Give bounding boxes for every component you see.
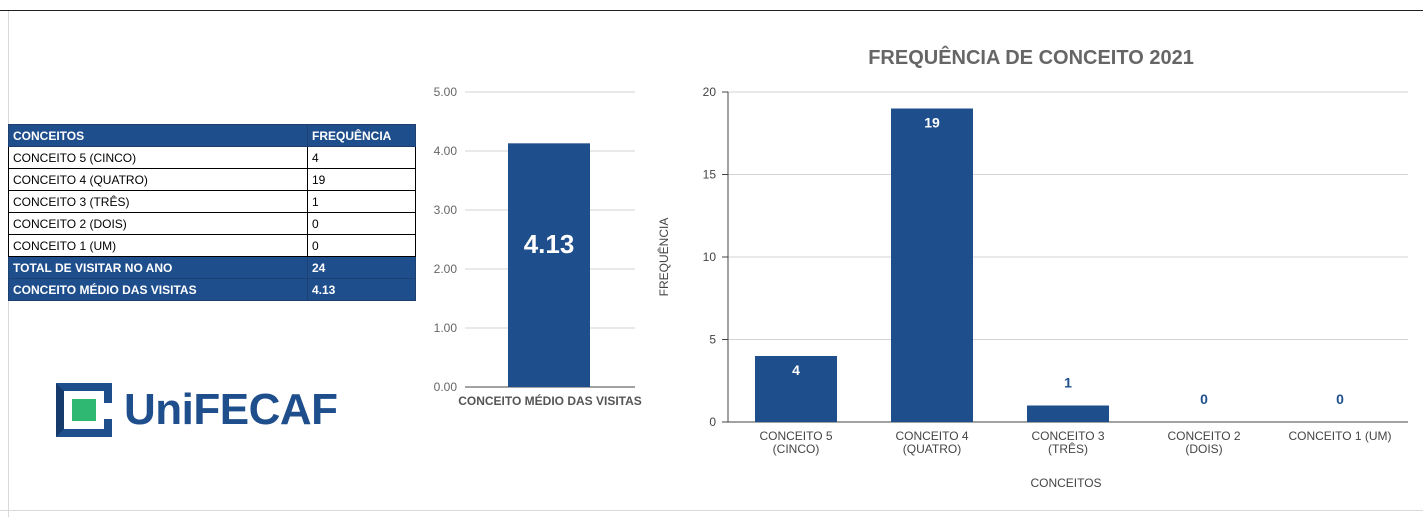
data-label: 0 <box>1200 391 1208 407</box>
y-tick-label: 3.00 <box>434 203 458 217</box>
x-tick-label: (DOIS) <box>1185 442 1222 456</box>
bar <box>755 356 837 422</box>
y-tick-label: 0 <box>709 415 716 429</box>
y-tick-label: 2.00 <box>434 262 458 276</box>
y-tick-label: 5.00 <box>434 85 458 99</box>
row-value: 4 <box>307 146 416 169</box>
header-conceitos: CONCEITOS <box>8 124 308 147</box>
table-row: CONCEITO 5 (CINCO) 4 <box>8 146 416 169</box>
total-label: TOTAL DE VISITAR NO ANO <box>8 256 308 279</box>
row-label: CONCEITO 5 (CINCO) <box>8 146 308 169</box>
y-axis-title: FREQUÊNCIA <box>656 218 671 297</box>
x-tick-label: (TRÊS) <box>1048 441 1088 456</box>
x-tick-label: CONCEITO MÉDIO DAS VISITAS <box>458 393 642 408</box>
y-tick-label: 1.00 <box>434 321 458 335</box>
data-label: 4 <box>792 362 800 378</box>
x-tick-label: CONCEITO 1 (UM) <box>1288 429 1391 443</box>
y-tick-label: 5 <box>709 333 716 347</box>
logo-text: UniFECAF <box>124 385 338 434</box>
average-row: CONCEITO MÉDIO DAS VISITAS 4.13 <box>8 278 416 301</box>
row-value: 0 <box>307 212 416 235</box>
y-tick-label: 15 <box>703 168 717 182</box>
table-row: CONCEITO 1 (UM) 0 <box>8 234 416 257</box>
bar <box>1027 405 1109 422</box>
y-tick-label: 4.00 <box>434 144 458 158</box>
data-label: 1 <box>1064 375 1072 391</box>
top-border <box>0 10 1423 11</box>
row-label: CONCEITO 1 (UM) <box>8 234 308 257</box>
unifecaf-logo: UniFECAF <box>54 378 338 442</box>
table-row: CONCEITO 3 (TRÊS) 1 <box>8 190 416 213</box>
x-tick-label: CONCEITO 3 <box>1031 429 1104 443</box>
table-row: CONCEITO 2 (DOIS) 0 <box>8 212 416 235</box>
logo-icon <box>56 383 112 437</box>
row-value: 19 <box>307 168 416 191</box>
row-value: 0 <box>307 234 416 257</box>
x-tick-label: CONCEITO 4 <box>895 429 968 443</box>
frequency-chart: FREQUÊNCIA DE CONCEITO 2021051015204CONC… <box>656 45 1408 490</box>
x-tick-label: CONCEITO 2 <box>1167 429 1240 443</box>
data-label: 19 <box>924 115 940 131</box>
total-row: TOTAL DE VISITAR NO ANO 24 <box>8 256 416 279</box>
total-value: 24 <box>307 256 416 279</box>
average-label: CONCEITO MÉDIO DAS VISITAS <box>8 278 308 301</box>
summary-table: CONCEITOS FREQUÊNCIA CONCEITO 5 (CINCO) … <box>8 124 416 301</box>
sheet-gridline <box>0 510 1423 511</box>
chart-title: FREQUÊNCIA DE CONCEITO 2021 <box>868 45 1194 69</box>
y-tick-label: 0.00 <box>434 380 458 394</box>
data-label: 0 <box>1336 391 1344 407</box>
average-value: 4.13 <box>307 278 416 301</box>
x-tick-label: (QUATRO) <box>903 442 961 456</box>
row-label: CONCEITO 2 (DOIS) <box>8 212 308 235</box>
header-frequencia: FREQUÊNCIA <box>307 124 416 147</box>
bar <box>891 108 973 422</box>
y-tick-label: 10 <box>703 250 717 264</box>
y-tick-label: 20 <box>703 85 717 99</box>
row-label: CONCEITO 4 (QUATRO) <box>8 168 308 191</box>
table-header-row: CONCEITOS FREQUÊNCIA <box>8 124 416 147</box>
average-concept-chart: 0.00 1.00 2.00 3.00 4.00 5.00 4.13 CONCEITO MÉD… <box>434 85 642 408</box>
x-tick-label: (CINCO) <box>773 442 820 456</box>
row-label: CONCEITO 3 (TRÊS) <box>8 190 308 213</box>
x-axis-title: CONCEITOS <box>1030 476 1101 490</box>
x-tick-label: CONCEITO 5 <box>759 429 832 443</box>
bar <box>508 143 590 387</box>
row-value: 1 <box>307 190 416 213</box>
data-label: 4.13 <box>524 229 575 259</box>
table-row: CONCEITO 4 (QUATRO) 19 <box>8 168 416 191</box>
